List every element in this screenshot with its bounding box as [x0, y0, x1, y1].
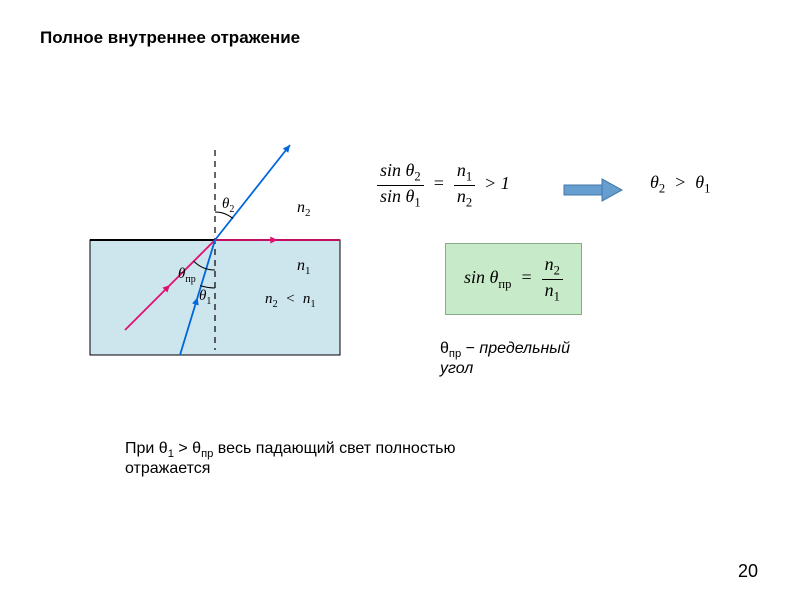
critical-angle-caption: θпр − предельныйугол: [440, 340, 570, 378]
svg-text:n2: n2: [297, 199, 311, 219]
slide-title: Полное внутреннее отражение: [40, 28, 300, 48]
formula-snell-ratio: sin θ2sin θ1 = n1n2 > 1: [377, 160, 510, 210]
refraction-diagram: θ2θпрθ1n2n1n2 < n1: [85, 140, 345, 360]
angle-inequality: θ2 > θ1: [650, 172, 710, 197]
reflection-statement: При θ1 > θпр весь падающий свет полность…: [125, 440, 455, 478]
svg-text:θ2: θ2: [222, 196, 234, 215]
critical-angle-formula: sin θпр = n2n1: [445, 243, 582, 315]
diagram-svg: θ2θпрθ1n2n1n2 < n1: [85, 140, 345, 360]
page-number: 20: [738, 561, 758, 582]
implies-arrow: [560, 175, 630, 210]
